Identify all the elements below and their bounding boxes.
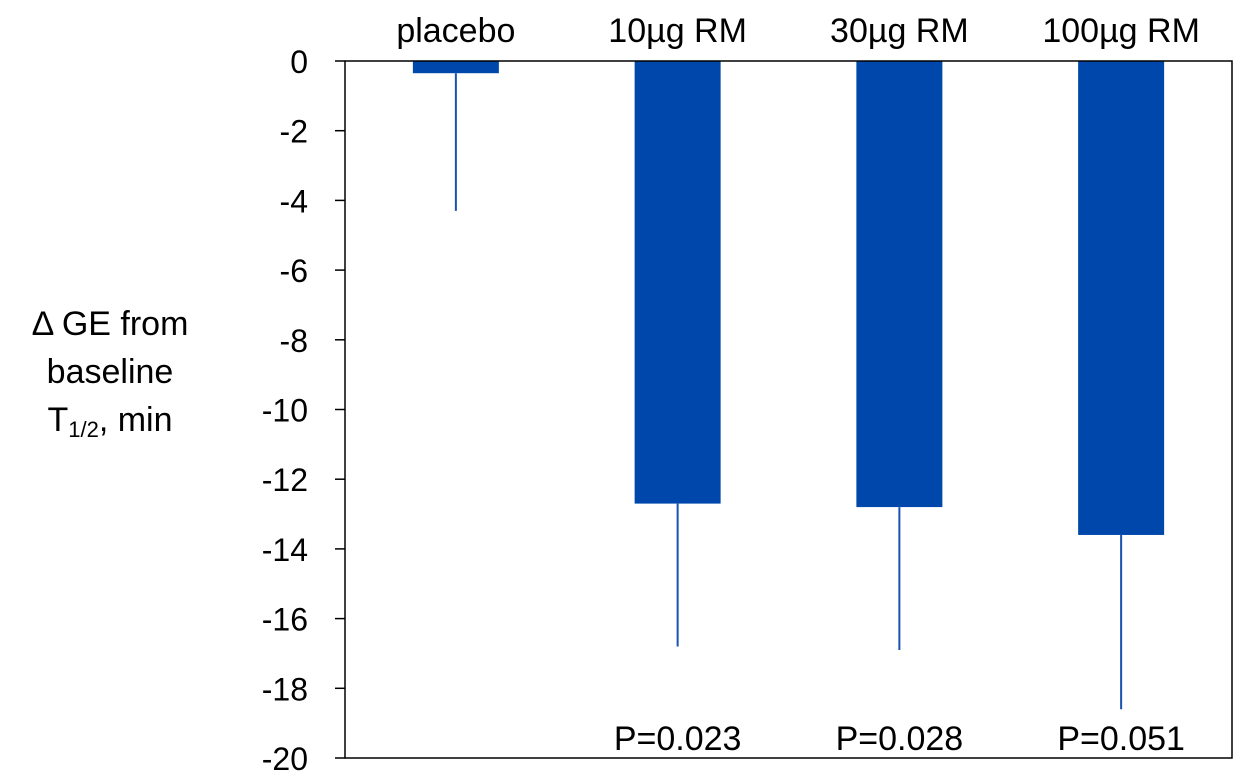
bar-3 — [856, 61, 943, 508]
labels-layer: placebo 10µg RM P=0.023 30µg RM P=0.028 100µg… — [262, 12, 1200, 776]
y-axis-label-line3: T1/2, min — [0, 396, 220, 454]
category-label-1: placebo — [396, 12, 515, 50]
y-tick-label: -6 — [280, 253, 308, 289]
y-tick-label: -14 — [262, 532, 308, 568]
y-tick-label: -20 — [262, 741, 308, 776]
bar-2 — [634, 61, 721, 504]
y-axis-label-subscript: 1/2 — [68, 417, 99, 442]
y-axis-label: Δ GE from baseline T1/2, min — [0, 300, 220, 454]
axis-layer — [335, 60, 1233, 759]
y-tick-label: -16 — [262, 602, 308, 638]
y-axis-label-line1: Δ GE from — [31, 305, 189, 343]
y-tick-label: -8 — [280, 323, 308, 359]
y-axis-label-line2: baseline — [46, 353, 174, 391]
bars-layer — [412, 61, 1165, 535]
p-value-label-3: P=0.028 — [836, 720, 964, 758]
y-axis-label-unit: , min — [98, 401, 173, 439]
y-tick-label: -18 — [262, 671, 308, 707]
category-label-3: 30µg RM — [830, 12, 969, 50]
category-label-2: 10µg RM — [608, 12, 747, 50]
y-tick-label: -4 — [280, 183, 308, 219]
category-label-4: 100µg RM — [1042, 12, 1200, 50]
y-axis-label-t: T — [47, 401, 69, 439]
bar-4 — [1078, 61, 1165, 535]
p-value-label-2: P=0.023 — [614, 720, 742, 758]
y-tick-label: -10 — [262, 393, 308, 429]
p-value-label-4: P=0.051 — [1057, 720, 1185, 758]
y-tick-label: -12 — [262, 462, 308, 498]
y-tick-label: 0 — [290, 44, 308, 80]
bar-1 — [412, 61, 499, 74]
y-tick-label: -2 — [280, 114, 308, 150]
error-bars-layer — [454, 73, 1123, 710]
